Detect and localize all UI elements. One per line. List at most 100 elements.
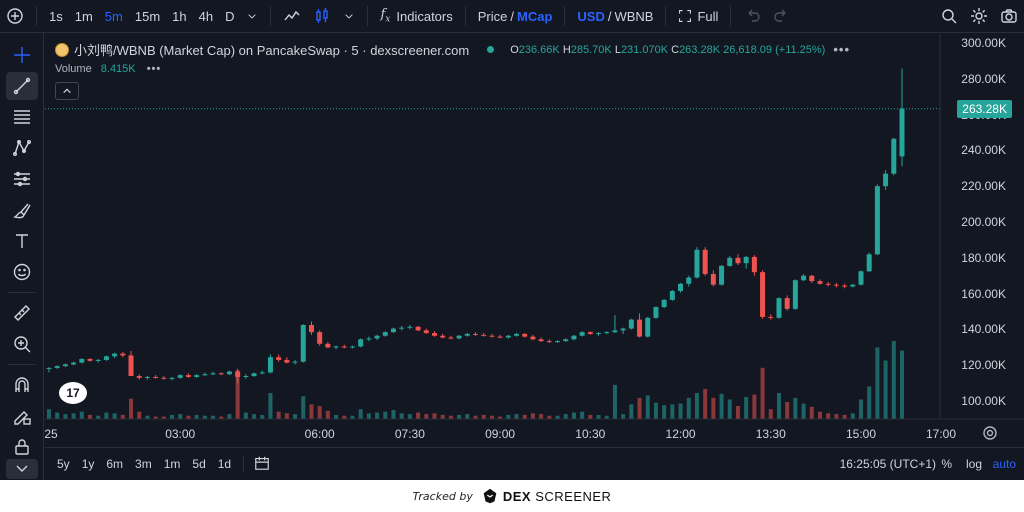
price-mcap-toggle[interactable]: Price / MCap	[472, 0, 559, 33]
pattern-tool[interactable]	[6, 134, 38, 162]
legend-more-button[interactable]: •••	[833, 42, 850, 57]
candle-body	[645, 317, 651, 337]
candle	[743, 256, 749, 269]
clock-timezone[interactable]: 16:25:05 (UTC+1)	[839, 457, 936, 471]
redo-button[interactable]	[767, 0, 797, 33]
fullscreen-icon	[679, 10, 692, 22]
candle	[678, 282, 684, 293]
time-tick-label: 06:00	[304, 427, 335, 441]
chevron-down-icon	[345, 14, 354, 19]
text-tool[interactable]	[6, 227, 38, 255]
dexscreener-link[interactable]: DEX SCREENER	[502, 488, 612, 504]
candle	[727, 256, 733, 267]
line-chart-icon	[284, 10, 300, 21]
currency-toggle[interactable]: USD / WBNB	[571, 0, 659, 33]
candle-body	[276, 357, 282, 360]
timeframe-4h[interactable]: 4h	[198, 8, 214, 24]
lock-drawing-tool[interactable]	[6, 402, 38, 430]
range-1y[interactable]: 1y	[81, 457, 95, 471]
screenshot-button[interactable]	[994, 0, 1024, 33]
tradingview-logo: 17	[59, 382, 87, 404]
symbol-title[interactable]: 小刘鸭/WBNB (Market Cap) on PancakeSwap · 5…	[74, 43, 470, 58]
trendline-tool[interactable]	[6, 72, 38, 100]
collapse-legend-button[interactable]	[55, 82, 79, 100]
candle	[62, 363, 68, 368]
more-tools-button[interactable]	[6, 459, 38, 479]
crosshair-tool[interactable]	[6, 41, 38, 69]
ohlc-values: O236.66K H285.70K L231.070K C263.28K 26,…	[510, 43, 826, 56]
volume-bar	[211, 415, 216, 419]
candle	[596, 332, 602, 336]
candle-body	[760, 272, 766, 317]
candle-body	[678, 283, 684, 291]
log-scale-toggle[interactable]: log	[965, 457, 982, 471]
price-chart[interactable]	[45, 34, 1024, 446]
percent-scale-toggle[interactable]: %	[941, 457, 952, 471]
candle-body	[448, 337, 454, 339]
chart-type-dropdown[interactable]	[337, 0, 361, 33]
usd-label: USD	[577, 8, 605, 24]
range-3m[interactable]: 3m	[135, 457, 152, 471]
lock-tool[interactable]	[6, 433, 38, 461]
timeframe-1s[interactable]: 1s	[49, 8, 63, 24]
volume-bar	[96, 415, 101, 419]
add-symbol-button[interactable]	[0, 0, 30, 33]
candle-body	[423, 330, 429, 334]
candle-body	[120, 353, 126, 356]
candle	[653, 306, 659, 319]
candle-body	[686, 277, 692, 284]
quick-search-button[interactable]	[934, 0, 964, 33]
timeframe-5m[interactable]: 5m	[104, 8, 123, 24]
range-1d[interactable]: 1d	[217, 457, 232, 471]
auto-scale-toggle[interactable]: auto	[992, 457, 1016, 471]
projection-tool[interactable]	[6, 165, 38, 193]
volume-more-button[interactable]: •••	[146, 63, 162, 75]
fib-tool[interactable]	[6, 103, 38, 131]
timeframe-15m[interactable]: 15m	[134, 8, 161, 24]
candle	[850, 283, 856, 288]
brush-tool[interactable]	[6, 196, 38, 224]
emoji-tool[interactable]	[6, 258, 38, 286]
candle	[169, 376, 175, 381]
range-5d[interactable]: 5d	[192, 457, 206, 471]
candle-body	[514, 333, 520, 336]
candle	[144, 376, 150, 380]
candle-body	[136, 376, 142, 378]
candle	[177, 374, 183, 379]
volume-bar	[104, 412, 109, 419]
volume-bar	[842, 414, 847, 419]
fullscreen-button[interactable]: Full	[672, 0, 724, 33]
timeframe-1h[interactable]: 1h	[172, 8, 187, 24]
indicators-button[interactable]: fx Indicators	[374, 0, 458, 33]
axis-settings-button[interactable]	[982, 425, 998, 441]
candle-body	[858, 271, 864, 285]
candle-body	[185, 375, 191, 377]
range-5y[interactable]: 5y	[57, 457, 70, 471]
candle-body	[169, 377, 175, 379]
undo-button[interactable]	[737, 0, 767, 33]
chart-type-line-button[interactable]	[277, 0, 307, 33]
magnet-tool[interactable]	[6, 371, 38, 399]
date-range-button[interactable]	[254, 455, 270, 474]
timeframe-D[interactable]: D	[225, 8, 235, 24]
candle-body	[235, 371, 241, 377]
volume-bar	[900, 350, 904, 419]
range-6m[interactable]: 6m	[106, 457, 124, 471]
volume-bar	[153, 416, 158, 419]
volume-bar	[243, 412, 248, 419]
chart-area[interactable]: 小刘鸭/WBNB (Market Cap) on PancakeSwap · 5…	[44, 34, 1024, 446]
candle	[489, 333, 495, 338]
settings-button[interactable]	[964, 0, 994, 33]
candle	[604, 331, 610, 334]
chart-type-candles-button[interactable]	[307, 0, 337, 33]
candle-body	[349, 346, 355, 348]
range-1m[interactable]: 1m	[163, 457, 181, 471]
timeframe-1m[interactable]: 1m	[74, 8, 93, 24]
volume-bar	[120, 414, 125, 419]
zoom-tool[interactable]	[6, 330, 38, 358]
volume-bar	[399, 413, 404, 419]
timeframe-dropdown[interactable]	[240, 0, 264, 33]
candle	[555, 340, 561, 343]
ruler-tool[interactable]	[6, 299, 38, 327]
time-tick-label: 09:00	[485, 427, 516, 441]
